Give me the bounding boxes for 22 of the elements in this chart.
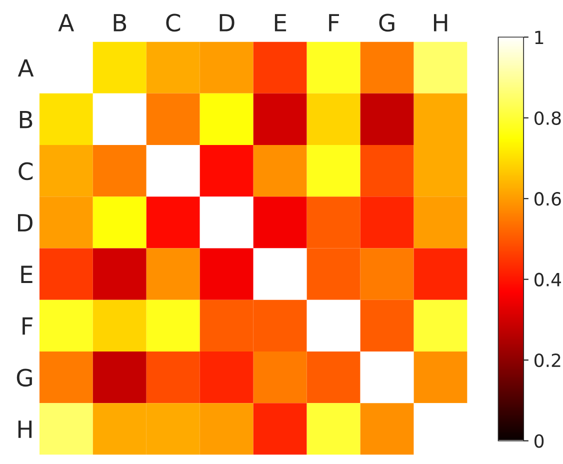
x-tick-label: A xyxy=(58,14,74,32)
x-tick-label: D xyxy=(220,14,234,32)
color-bar-label: 0.4 xyxy=(534,272,562,286)
color-bar-label: 0 xyxy=(534,434,544,448)
y-tick-label: G xyxy=(16,368,32,387)
x-tick-label: B xyxy=(114,14,126,32)
y-tick-label: E xyxy=(21,266,32,284)
y-tick-label: D xyxy=(18,214,32,232)
x-tick-label: C xyxy=(166,14,180,32)
x-tick-label: G xyxy=(379,14,394,32)
y-tick-label: H xyxy=(18,420,32,438)
x-tick-label: F xyxy=(329,14,339,32)
x-tick-label: H xyxy=(434,14,448,32)
color-bar-label: 1 xyxy=(535,30,544,44)
y-tick-label: B xyxy=(20,110,32,128)
color-bar-label: 0.6 xyxy=(534,192,561,206)
y-tick-label: F xyxy=(22,317,32,335)
y-tick-label: C xyxy=(18,162,33,180)
x-tick-label: E xyxy=(274,14,286,32)
color-bar-label: 0.2 xyxy=(534,354,560,368)
color-bar-label: 0.8 xyxy=(534,111,561,125)
y-tick-label: A xyxy=(18,59,34,77)
